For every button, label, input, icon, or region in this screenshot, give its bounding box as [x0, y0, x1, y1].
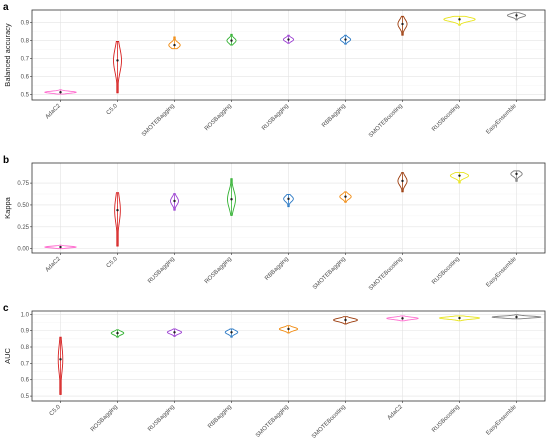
x-tick-label: EasyEnsemble — [485, 404, 518, 437]
x-tick-label: ROSBagging — [204, 103, 233, 132]
y-tick-label: 0.7 — [21, 361, 30, 367]
y-tick-label: 0.5 — [21, 394, 30, 400]
x-tick-label: EasyEnsemble — [485, 256, 518, 289]
y-tick-label: 0.6 — [21, 378, 30, 384]
plot-border — [31, 9, 546, 101]
y-axis-label: Balanced accuracy — [3, 23, 12, 87]
median-point — [344, 195, 347, 198]
x-tick-label: AdaC2 — [45, 103, 63, 121]
median-point — [116, 59, 119, 62]
median-point — [173, 199, 176, 203]
median-point — [458, 316, 461, 320]
median-point — [116, 331, 119, 335]
panel-label: a — [3, 2, 9, 13]
x-tick-label: C5.0 — [106, 103, 120, 117]
x-tick-label: SMOTEBoosting — [311, 404, 347, 440]
median-point — [287, 38, 290, 41]
x-tick-label: ROSBagging — [204, 256, 233, 285]
median-point — [173, 331, 176, 334]
median-point — [230, 331, 233, 334]
median-point — [515, 315, 518, 319]
y-axis-label: Kappa — [3, 196, 12, 219]
x-tick-label: ROSBagging — [90, 404, 119, 433]
median-point — [401, 179, 404, 183]
x-tick-label: EasyEnsemble — [485, 103, 518, 136]
y-tick-label: 1.0 — [21, 312, 30, 318]
x-tick-label: RBBagging — [207, 404, 233, 430]
median-point — [515, 14, 518, 17]
x-tick-label: SMOTEBagging — [312, 256, 347, 291]
y-tick-label: 0.9 — [21, 329, 30, 335]
plot-border — [31, 162, 546, 254]
panel-label: b — [3, 155, 9, 166]
median-point — [287, 327, 290, 331]
x-tick-label: SMOTEBagging — [141, 103, 176, 138]
x-tick-label: AdaC2 — [45, 256, 63, 274]
x-tick-label: C5.0 — [106, 256, 120, 270]
median-point — [59, 245, 62, 249]
x-tick-label: RBBagging — [321, 103, 347, 129]
median-point — [59, 358, 62, 361]
median-point — [173, 43, 176, 47]
median-point — [230, 39, 233, 42]
median-point — [401, 22, 404, 26]
median-point — [116, 208, 119, 212]
median-point — [458, 18, 461, 21]
median-point — [59, 91, 62, 94]
x-tick-label: RUSBagging — [261, 103, 290, 132]
y-tick-label: 0.50 — [17, 203, 29, 209]
y-tick-label: 0.7 — [21, 57, 30, 63]
plot-border — [31, 310, 546, 402]
x-tick-label: RUSBagging — [147, 256, 176, 285]
y-tick-label: 0.8 — [21, 39, 30, 45]
y-tick-label: 0.25 — [17, 225, 29, 231]
panel-a: 0.5 0.6 0.7 0.8 0.9 AdaC2 C5.0 SMOTEBagging ROSB… — [3, 2, 546, 139]
median-point — [401, 317, 404, 320]
y-tick-label: 0.6 — [21, 75, 30, 81]
median-point — [458, 174, 461, 177]
x-tick-label: C5.0 — [49, 404, 63, 418]
median-point — [344, 38, 347, 41]
x-tick-label: SMOTEBoosting — [368, 103, 404, 139]
panel-label: c — [3, 303, 9, 314]
median-point — [230, 198, 233, 201]
y-tick-label: 0.5 — [21, 93, 30, 99]
y-axis-label: AUC — [3, 348, 12, 364]
x-tick-label: RUSBoosting — [431, 103, 461, 133]
y-tick-label: 0.75 — [17, 181, 29, 187]
panel-c: 0.5 0.6 0.7 0.8 0.9 1.0 C5.0 ROSBagging RUSBaggi… — [3, 303, 546, 440]
y-tick-label: 0.9 — [21, 21, 30, 27]
median-point — [515, 172, 518, 176]
panel-b: 0.00 0.25 0.50 0.75 AdaC2 C5.0 RUSBagging ROSBa… — [3, 155, 546, 292]
x-tick-label: RUSBoosting — [431, 256, 461, 286]
x-tick-label: RUSBagging — [147, 404, 176, 433]
y-tick-label: 0.00 — [17, 247, 29, 253]
x-tick-label: SMOTEBoosting — [368, 256, 404, 292]
x-tick-label: RBBagging — [264, 256, 290, 282]
x-tick-label: RUSBoosting — [431, 404, 461, 434]
x-tick-label: AdaC2 — [387, 404, 405, 422]
median-point — [344, 318, 347, 322]
x-tick-label: SMOTEBagging — [255, 404, 290, 439]
median-point — [287, 197, 290, 201]
y-tick-label: 0.8 — [21, 345, 30, 351]
